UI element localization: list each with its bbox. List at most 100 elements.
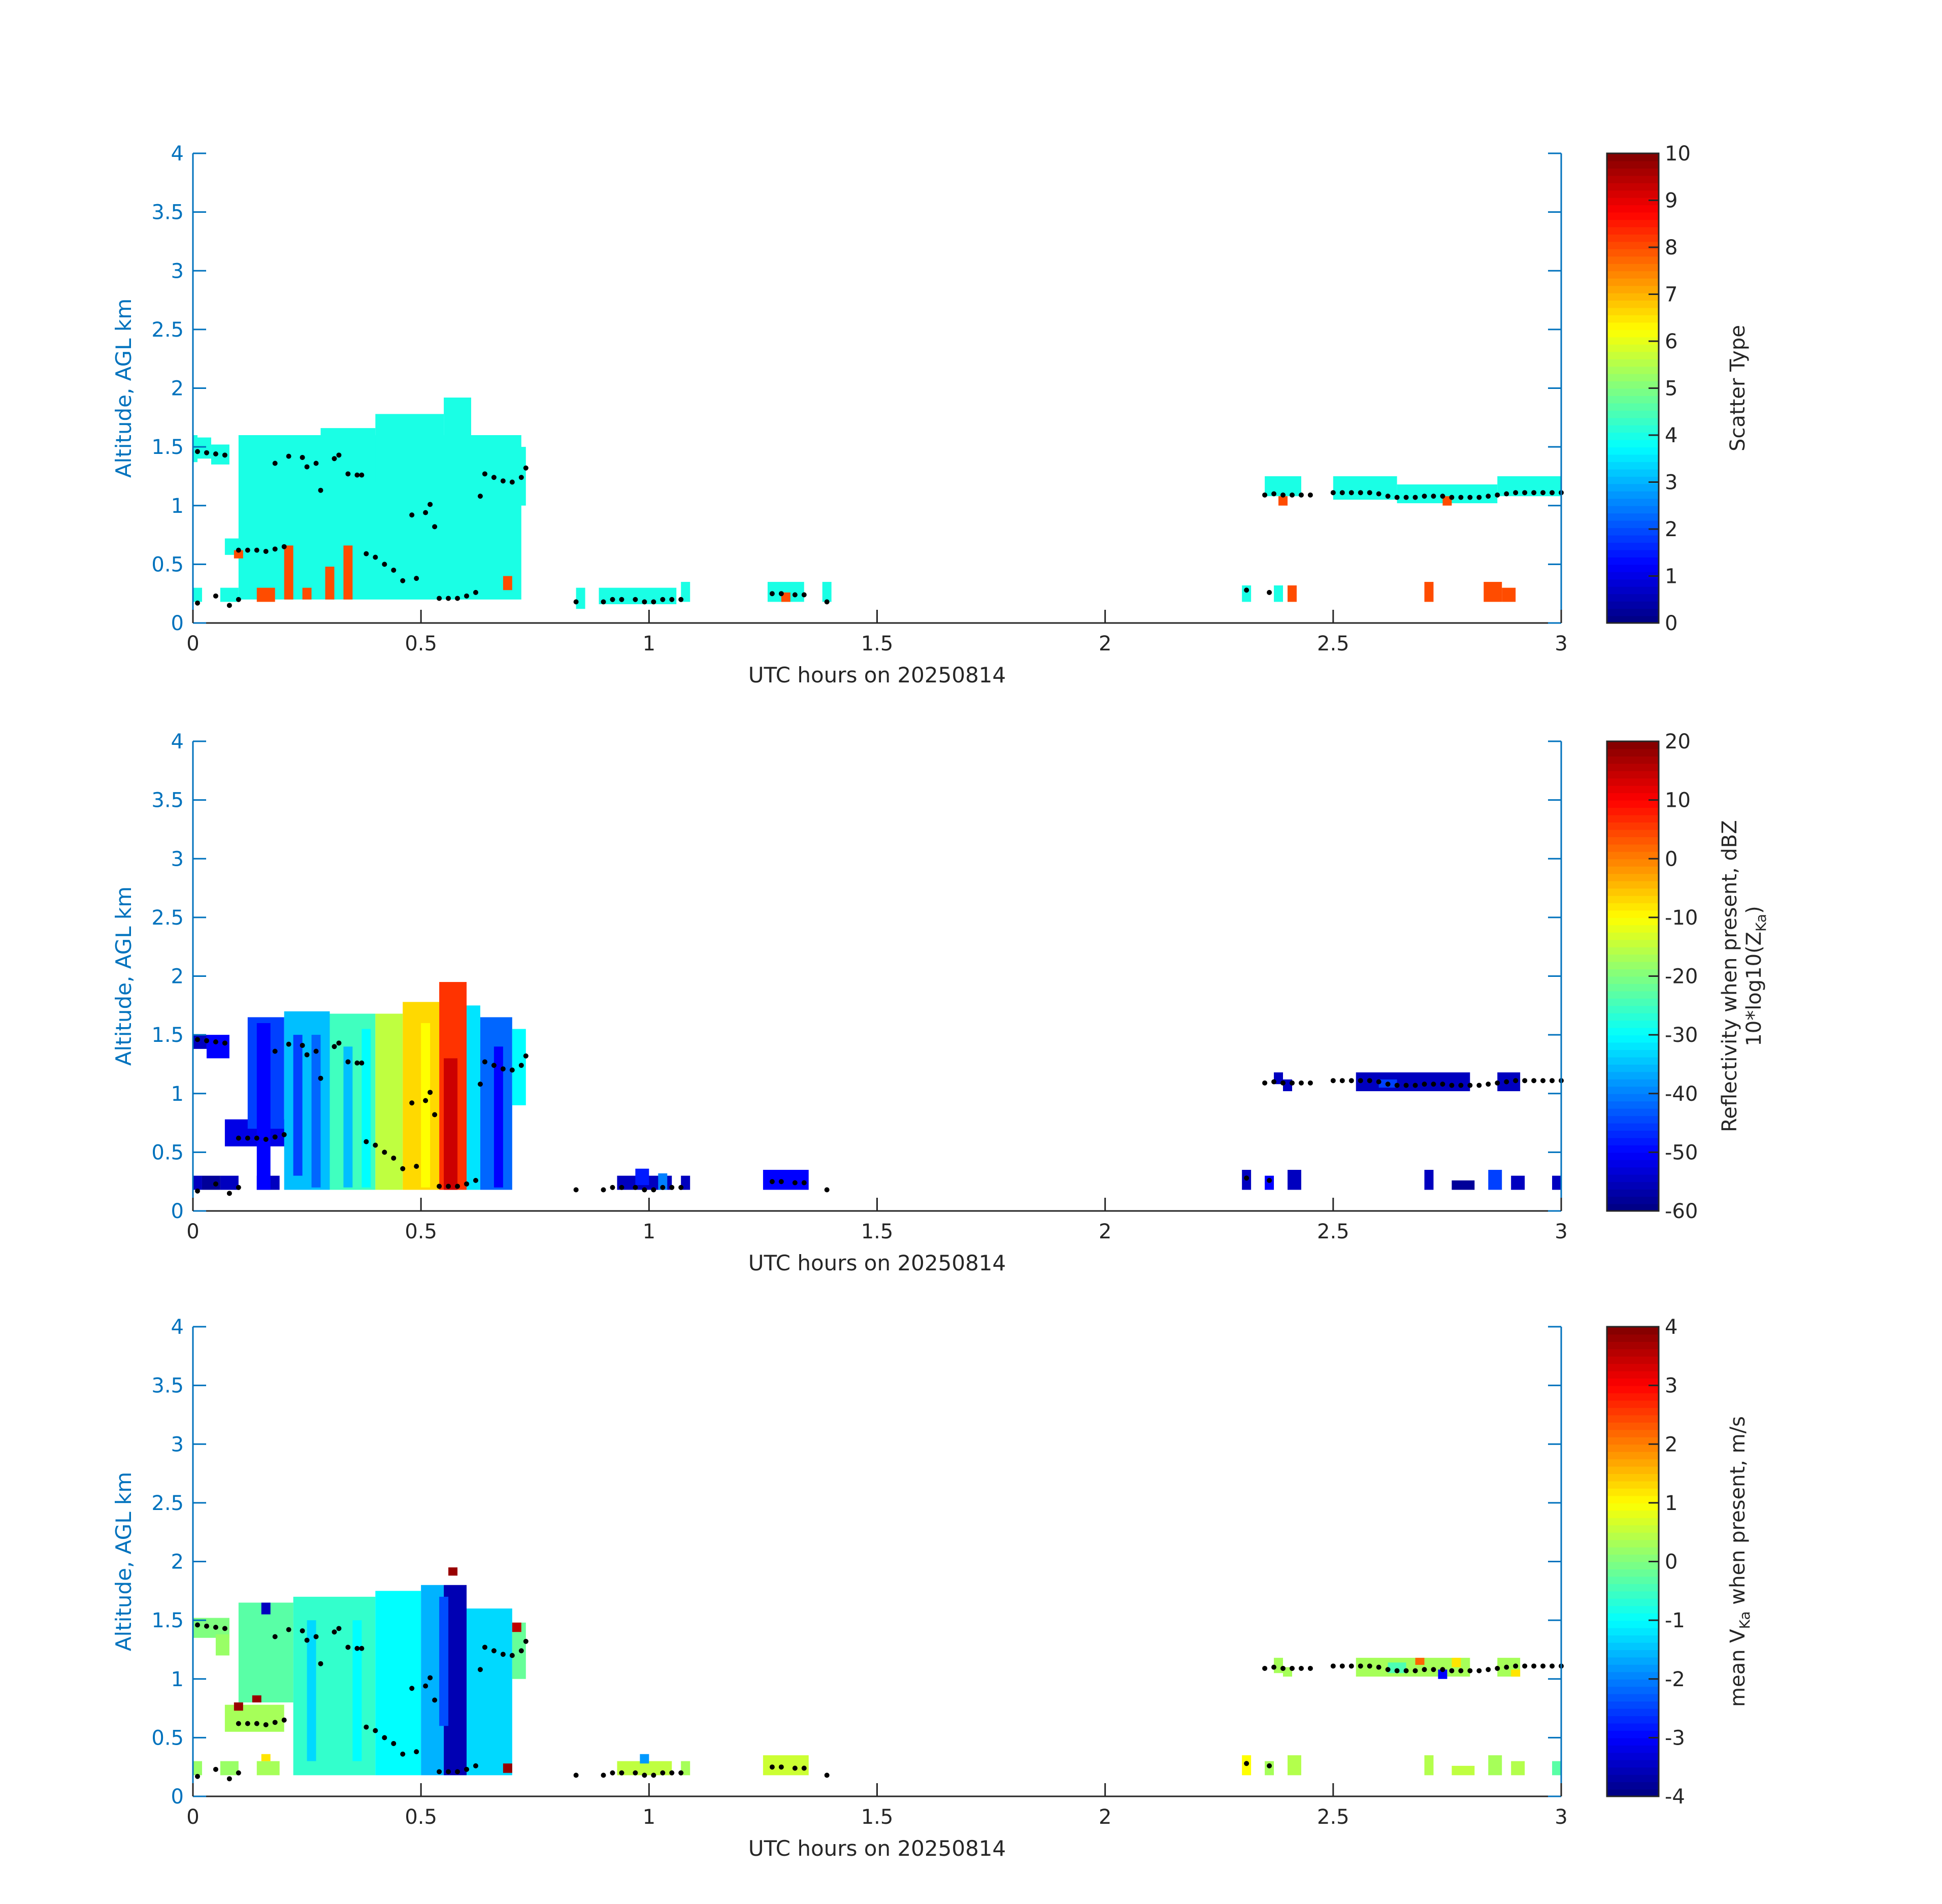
cloud-base-point	[213, 1039, 218, 1044]
x-tick-label: 1.5	[861, 632, 894, 655]
heatmap-cell	[1388, 1662, 1406, 1673]
cloud-base-point	[332, 456, 337, 462]
y-axis-label: Altitude, AGL km	[111, 299, 136, 478]
colorbar-segment	[1607, 1181, 1659, 1190]
cloud-base-point	[204, 1623, 209, 1629]
cloud-base-point	[1348, 1078, 1354, 1084]
heatmap-cell	[261, 1754, 271, 1761]
y-tick-label: 3.5	[151, 201, 184, 224]
colorbar-segment	[1607, 168, 1659, 176]
cloud-base-point	[500, 478, 506, 484]
colorbar-tick-label: 4	[1665, 424, 1677, 447]
x-tick-label: 1	[643, 632, 655, 655]
colorbar-segment	[1607, 513, 1659, 521]
cloud-base-point	[1394, 495, 1400, 500]
cloud-base-point	[523, 1638, 529, 1644]
colorbar-segment	[1607, 851, 1659, 860]
colorbar-segment	[1607, 1495, 1659, 1503]
cloud-base-point	[254, 1721, 259, 1726]
colorbar-tick-label: 1	[1665, 1492, 1677, 1515]
colorbar-sublabel: 10*log10(ZKa)	[1742, 906, 1769, 1046]
cloud-base-point	[778, 591, 784, 597]
cloud-base-point	[518, 1648, 524, 1654]
heatmap-cell	[197, 437, 211, 459]
colorbar-label-subscript: Ka	[1736, 1611, 1753, 1629]
cloud-base-point	[409, 1686, 415, 1691]
cloud-base-point	[414, 576, 419, 581]
cloud-base-point	[1440, 494, 1445, 499]
x-tick-label: 2	[1099, 1805, 1111, 1829]
heatmap-cell	[1415, 1658, 1425, 1665]
colorbar: -4 -3 -2 -1 0 1 2 3 4 mean VKa when present, m/s	[1606, 1316, 1753, 1809]
colorbar-segment	[1607, 1635, 1659, 1643]
cloud-base-point	[336, 1626, 342, 1631]
colorbar-segment	[1607, 946, 1659, 955]
colorbar-segment	[1607, 1005, 1659, 1013]
colorbar-segment	[1607, 1627, 1659, 1636]
colorbar-segment	[1607, 160, 1659, 169]
cloud-base-point	[437, 1769, 442, 1775]
cloud-base-point	[1522, 1663, 1528, 1669]
cloud-base-point	[222, 452, 227, 458]
cloud-base-point	[427, 1090, 433, 1095]
cloud-base-point	[509, 479, 515, 485]
colorbar-segment	[1607, 822, 1659, 830]
colorbar-segment	[1607, 424, 1659, 433]
cloud-base-point	[254, 1135, 259, 1141]
cloud-base-point	[437, 596, 442, 601]
x-tick-label: 0.5	[405, 632, 437, 655]
cloud-base-point	[1431, 1667, 1436, 1672]
colorbar-tick-label: -2	[1665, 1668, 1685, 1691]
colorbar-tick-label: -3	[1665, 1726, 1685, 1750]
cloud-base-point	[281, 1132, 287, 1137]
cloud-base-point	[272, 1634, 278, 1639]
colorbar-segment	[1607, 1012, 1659, 1021]
cloud-base-point	[678, 1770, 684, 1776]
colorbar-tick-label: 8	[1665, 236, 1677, 259]
colorbar-segment	[1607, 1378, 1659, 1386]
cloud-base-point	[455, 1184, 460, 1189]
x-tick-label: 1	[643, 1805, 655, 1829]
y-tick-label: 1	[171, 1082, 184, 1106]
colorbar-segment	[1607, 410, 1659, 418]
colorbar-label-part: mean V	[1726, 1629, 1750, 1707]
colorbar-segment	[1607, 1436, 1659, 1445]
cloud-base-point	[373, 554, 378, 560]
colorbar-segment	[1607, 175, 1659, 183]
colorbar-segment	[1607, 1174, 1659, 1183]
colorbar-segment	[1607, 248, 1659, 257]
panel-doppler-velocity: 0 0.5 1 1.5 2 2.5 3 3.5 4 0 0.5 1 1.5 2 2.5 3 UTC hours …	[111, 1316, 1753, 1861]
cloud-base-point	[642, 599, 647, 605]
cloud-base-point	[432, 1112, 438, 1118]
colorbar-segment	[1607, 793, 1659, 801]
cloud-base-point	[633, 1770, 638, 1776]
cloud-base-point	[660, 597, 666, 602]
y-tick-label: 0	[171, 1785, 184, 1809]
cloud-base-point	[1403, 495, 1409, 500]
colorbar-segment	[1607, 182, 1659, 191]
cloud-base-point	[1298, 1080, 1304, 1086]
cloud-base-point	[1376, 1079, 1381, 1085]
cloud-base-point	[1367, 490, 1372, 496]
colorbar-segment	[1607, 1502, 1659, 1511]
cloud-base-point	[1422, 494, 1427, 499]
colorbar-segment	[1607, 836, 1659, 845]
colorbar-segment	[1607, 1049, 1659, 1058]
cloud-base-point	[236, 547, 241, 553]
cloud-base-point	[373, 1728, 378, 1733]
colorbar-segment	[1607, 212, 1659, 220]
colorbar-segment	[1607, 859, 1659, 867]
heatmap-cell	[1356, 1072, 1470, 1092]
colorbar-segment	[1607, 594, 1659, 602]
colorbar-segment	[1607, 205, 1659, 213]
y-tick-label: 3.5	[151, 1374, 184, 1398]
colorbar-segment	[1607, 234, 1659, 242]
x-tick-label: 3	[1555, 1220, 1567, 1243]
cloud-base-point	[354, 472, 360, 478]
y-tick-label: 2.5	[151, 906, 184, 930]
cloud-base-point	[313, 1634, 319, 1639]
colorbar-segment	[1607, 741, 1659, 749]
cloud-base-point	[1339, 1663, 1345, 1669]
cloud-base-point	[254, 547, 259, 553]
colorbar-segment	[1607, 1701, 1659, 1709]
